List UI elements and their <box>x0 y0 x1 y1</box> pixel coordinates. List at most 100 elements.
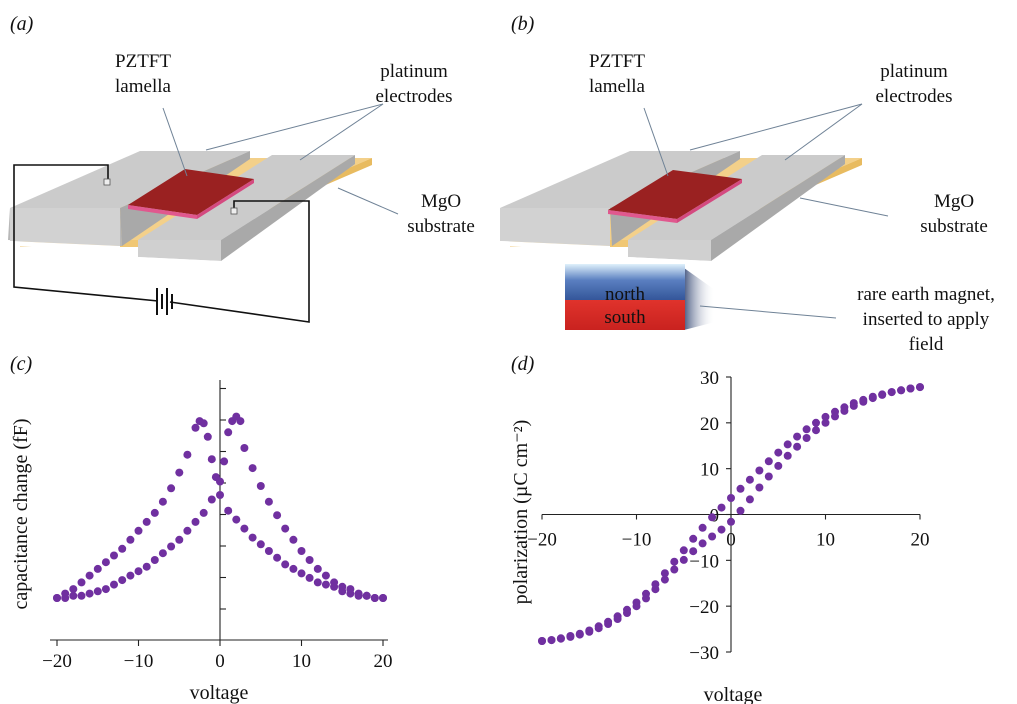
magnet-label-line3: field <box>909 334 944 355</box>
d-data-point <box>594 624 603 633</box>
c-data-point <box>273 511 282 520</box>
magnet-north-label: north <box>605 284 646 305</box>
d-data-point <box>774 461 783 470</box>
d-y-tick-label: −30 <box>689 643 719 664</box>
c-data-point <box>118 576 127 585</box>
c-data-point <box>224 506 233 515</box>
magnet-leader-line <box>699 305 837 319</box>
d-data-point <box>736 506 745 515</box>
c-data-point <box>330 578 339 587</box>
d-data-point <box>774 448 783 457</box>
c-data-point <box>321 580 330 589</box>
substrate-label-line2: substrate <box>407 216 475 237</box>
c-x-tick-label: 20 <box>374 651 393 672</box>
lamella-leader-line <box>162 107 188 177</box>
pztft-lamella <box>128 169 254 219</box>
c-x-tick-label: 10 <box>292 651 311 672</box>
c-data-point <box>240 444 249 452</box>
c-data-point <box>175 535 184 544</box>
d-data-point <box>764 472 773 481</box>
c-data-point <box>158 497 167 506</box>
panel-a: (a) <box>8 13 475 323</box>
d-data-point <box>802 434 811 442</box>
d-data-point <box>821 418 830 427</box>
lamella-leader-line <box>643 107 669 177</box>
c-data-point <box>297 547 306 555</box>
d-data-point <box>575 630 584 639</box>
electrodes-label-line2: electrodes <box>875 86 952 107</box>
d-data-point <box>585 627 594 636</box>
c-data-point <box>191 423 200 432</box>
d-data-point <box>849 401 858 410</box>
battery-icon <box>156 288 173 315</box>
d-data-point <box>745 475 754 484</box>
d-data-point <box>651 585 660 594</box>
d-data-point <box>906 384 915 393</box>
c-data-point <box>69 591 78 600</box>
d-data-point <box>812 426 820 435</box>
c-y-axis-label: capacitance change (fF) <box>10 419 32 610</box>
c-data-point <box>77 591 86 600</box>
d-data-point <box>821 412 830 421</box>
magnet-south-label: south <box>604 307 646 328</box>
c-data-point <box>110 580 118 589</box>
c-data-point <box>199 419 208 428</box>
d-data-point <box>802 425 811 434</box>
d-data-point <box>547 636 556 645</box>
d-data-point <box>897 386 906 395</box>
d-y-axis-label: polarization (µC cm⁻²) <box>510 420 532 605</box>
c-data-point <box>203 432 212 441</box>
c-data-point <box>305 573 314 582</box>
c-data-point <box>220 457 229 466</box>
electrodes-label-line1: platinum <box>880 61 948 82</box>
d-data-point <box>793 442 802 451</box>
substrate-label-line1: MgO <box>421 191 461 212</box>
d-data-point <box>887 388 896 397</box>
d-x-tick-label: 20 <box>911 530 930 551</box>
c-data-point <box>134 526 143 535</box>
d-data-point <box>727 494 735 502</box>
c-data-point <box>53 594 61 602</box>
d-data-point <box>783 440 792 449</box>
c-data-point <box>77 578 86 587</box>
electrode-leader-line-2 <box>784 103 863 161</box>
panel-c: (c) −20 −10 0 10 20 voltage capacitance chan… <box>10 353 393 704</box>
d-data-point <box>878 390 887 399</box>
d-data-point <box>670 565 679 574</box>
c-data-point <box>256 482 265 490</box>
d-data-point <box>660 575 669 584</box>
c-data-point <box>236 417 245 426</box>
d-y-tick-label: −10 <box>689 551 719 572</box>
c-data-point <box>281 560 290 569</box>
magnet-label-line1: rare earth magnet, <box>857 284 995 305</box>
d-data-point <box>859 397 868 406</box>
d-data-point <box>745 495 754 504</box>
electrodes-label-line2: electrodes <box>375 86 452 107</box>
lamella-label-line1: PZTFT <box>115 51 171 72</box>
electrode-leader-line-1 <box>205 103 384 151</box>
substrate-leader-line <box>799 197 889 217</box>
c-data-point <box>248 533 257 542</box>
d-data-point <box>736 484 745 493</box>
d-data-point <box>793 432 802 441</box>
d-data-point <box>717 525 726 534</box>
d-data-point <box>623 609 631 617</box>
d-data-point <box>538 637 546 645</box>
d-x-tick-label: −20 <box>527 530 557 551</box>
panel-a-label: (a) <box>10 13 34 35</box>
d-data-point <box>831 412 839 421</box>
substrate-leader-line <box>337 187 399 215</box>
d-data-point <box>613 615 622 623</box>
c-x-tick-label: −20 <box>42 651 72 672</box>
c-data-point <box>248 464 257 473</box>
c-data-point <box>150 508 159 517</box>
d-x-tick-label: 10 <box>816 530 835 551</box>
d-data-point <box>916 383 924 392</box>
d-data-point <box>698 523 707 532</box>
c-x-tick-label: −10 <box>124 651 154 672</box>
d-y-tick-label: −20 <box>689 597 719 618</box>
d-data-point <box>679 546 688 555</box>
c-data-point <box>264 547 273 555</box>
c-data-point <box>305 556 314 564</box>
c-data-point <box>256 540 265 549</box>
